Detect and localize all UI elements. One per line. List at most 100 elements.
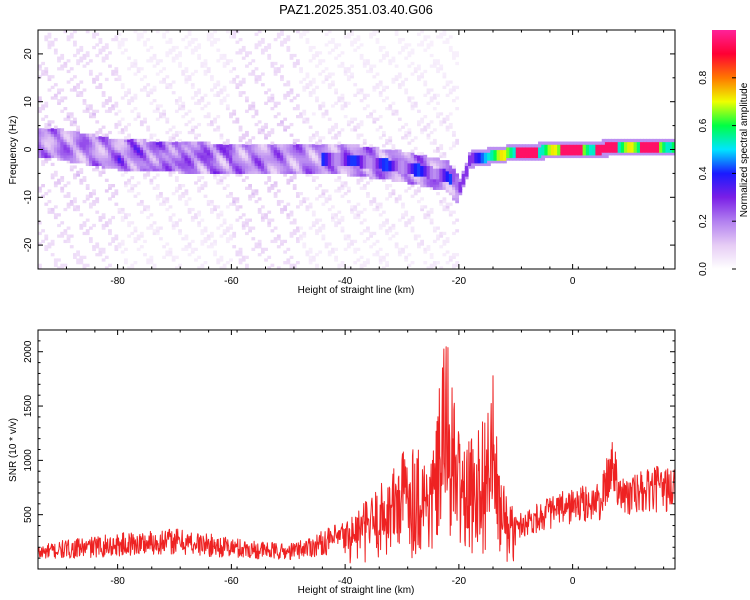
spectrogram-cell bbox=[550, 146, 555, 151]
spectrogram-cell bbox=[404, 157, 409, 161]
spectrogram-cell bbox=[101, 213, 106, 217]
spectrogram-cell bbox=[241, 91, 246, 95]
spectrogram-cell bbox=[190, 157, 195, 161]
spectrogram-cell bbox=[311, 88, 316, 92]
spectrogram-cell bbox=[340, 261, 345, 265]
spectrogram-cell bbox=[206, 122, 211, 127]
spectrogram-cell bbox=[375, 173, 380, 177]
spectrogram-cell bbox=[213, 146, 217, 151]
spectrogram-cell bbox=[184, 146, 189, 151]
spectrogram-cell bbox=[79, 133, 84, 137]
spectrogram-cell bbox=[104, 43, 109, 47]
spectrogram-cell bbox=[165, 253, 170, 257]
spectrogram-cell bbox=[589, 144, 593, 148]
spectrogram-cell bbox=[410, 154, 415, 159]
spectrogram-cell bbox=[270, 61, 275, 66]
spectrogram-cell bbox=[327, 75, 332, 79]
spectrogram-cell bbox=[381, 56, 386, 60]
spectrogram-cell bbox=[219, 181, 224, 185]
spectrogram-cell bbox=[375, 253, 380, 257]
spectrogram-cell bbox=[334, 213, 338, 217]
spectrogram-cell bbox=[95, 157, 100, 161]
spectrogram-cell bbox=[108, 165, 112, 169]
spectrogram-cell bbox=[194, 144, 198, 148]
spectrogram-cell bbox=[426, 247, 431, 252]
spectrogram-cell bbox=[302, 234, 307, 238]
spectrogram-cell bbox=[280, 210, 284, 214]
spectrogram-cell bbox=[270, 263, 275, 267]
spectrogram-cell bbox=[82, 178, 87, 182]
spectrogram-cell bbox=[251, 59, 256, 63]
spectrogram-cell bbox=[200, 176, 205, 180]
spectrogram-cell bbox=[359, 173, 364, 177]
spectrogram-cell bbox=[38, 128, 42, 132]
spectrogram-cell bbox=[512, 149, 517, 153]
spectrogram-cell bbox=[162, 77, 167, 82]
spectrogram-cell bbox=[560, 149, 565, 153]
spectrogram-cell bbox=[429, 160, 434, 164]
spectrogram-cell bbox=[149, 133, 154, 137]
spectrogram-cell bbox=[467, 162, 472, 167]
spectrogram-cell bbox=[143, 149, 147, 153]
spectrogram-cell bbox=[509, 157, 514, 161]
spectrogram-cell bbox=[391, 162, 396, 167]
spectrogram-cell bbox=[111, 194, 116, 198]
spectrogram-cell bbox=[410, 149, 415, 153]
spectrogram-cell bbox=[369, 67, 374, 71]
spectrogram-cell bbox=[168, 168, 173, 172]
spectrogram-cell bbox=[69, 152, 74, 156]
spectrogram-cell bbox=[184, 75, 189, 79]
spectrogram-cell bbox=[550, 144, 555, 148]
spectrogram-cell bbox=[426, 91, 431, 95]
spectrogram-cell bbox=[206, 154, 211, 159]
spectrogram-cell bbox=[222, 56, 227, 60]
spectrogram-cell bbox=[171, 258, 176, 262]
spectrogram-cell bbox=[315, 229, 319, 233]
spectrogram-cell bbox=[426, 165, 431, 169]
spectrogram-cell bbox=[146, 141, 151, 145]
spectrogram-cell bbox=[238, 149, 243, 153]
spectrogram-cell bbox=[560, 152, 565, 156]
spectrogram-cell bbox=[388, 184, 393, 188]
spectrogram-cell bbox=[139, 122, 144, 127]
spectrogram-cell bbox=[410, 104, 415, 108]
spectrogram-cell bbox=[47, 242, 52, 246]
spectrogram-cell bbox=[206, 237, 211, 241]
spectrogram-cell bbox=[203, 194, 208, 198]
spectrogram-cell bbox=[60, 64, 65, 68]
spectrogram-cell bbox=[88, 160, 93, 164]
spectrogram-cell bbox=[206, 149, 211, 153]
spectrogram-cell bbox=[117, 157, 122, 161]
spectrogram-cell bbox=[311, 56, 316, 60]
spectrogram-cell bbox=[305, 37, 310, 42]
spectrogram-cell bbox=[420, 160, 424, 164]
spectrogram-cell bbox=[257, 210, 262, 214]
spectrogram-cell bbox=[85, 61, 90, 66]
spectrogram-cell bbox=[436, 181, 440, 185]
spectrogram-cell bbox=[219, 210, 224, 214]
spectrogram-cell bbox=[324, 144, 329, 148]
spectrogram-cell bbox=[302, 157, 307, 161]
spectrogram-cell bbox=[280, 165, 284, 169]
spectrogram-cell bbox=[168, 152, 173, 156]
spectrogram-cell bbox=[101, 104, 106, 108]
spectrogram-cell bbox=[362, 168, 367, 172]
spectrogram-cell bbox=[53, 136, 58, 140]
spectrogram-cell bbox=[60, 157, 65, 161]
spectrogram-cell bbox=[222, 146, 227, 151]
spectrogram-cell bbox=[85, 184, 90, 188]
spectrogram-cell bbox=[315, 263, 319, 267]
spectrogram-cell bbox=[245, 231, 249, 236]
spectrogram-cell bbox=[264, 170, 268, 174]
spectrogram-cell bbox=[44, 138, 49, 143]
snr-x-ticks: -80 -60 -40 -20 0 bbox=[37, 330, 665, 587]
spectrogram-cell bbox=[114, 37, 119, 42]
spectrogram-cell bbox=[356, 247, 361, 252]
spectrogram-cell bbox=[98, 152, 103, 156]
spectrogram-cell bbox=[44, 35, 49, 39]
spectrogram-cell bbox=[101, 59, 106, 63]
spectrogram-cell bbox=[111, 141, 116, 145]
spectrogram-cell bbox=[79, 261, 84, 265]
spectrogram-cell bbox=[420, 170, 424, 174]
spectrogram-cell bbox=[50, 144, 55, 148]
